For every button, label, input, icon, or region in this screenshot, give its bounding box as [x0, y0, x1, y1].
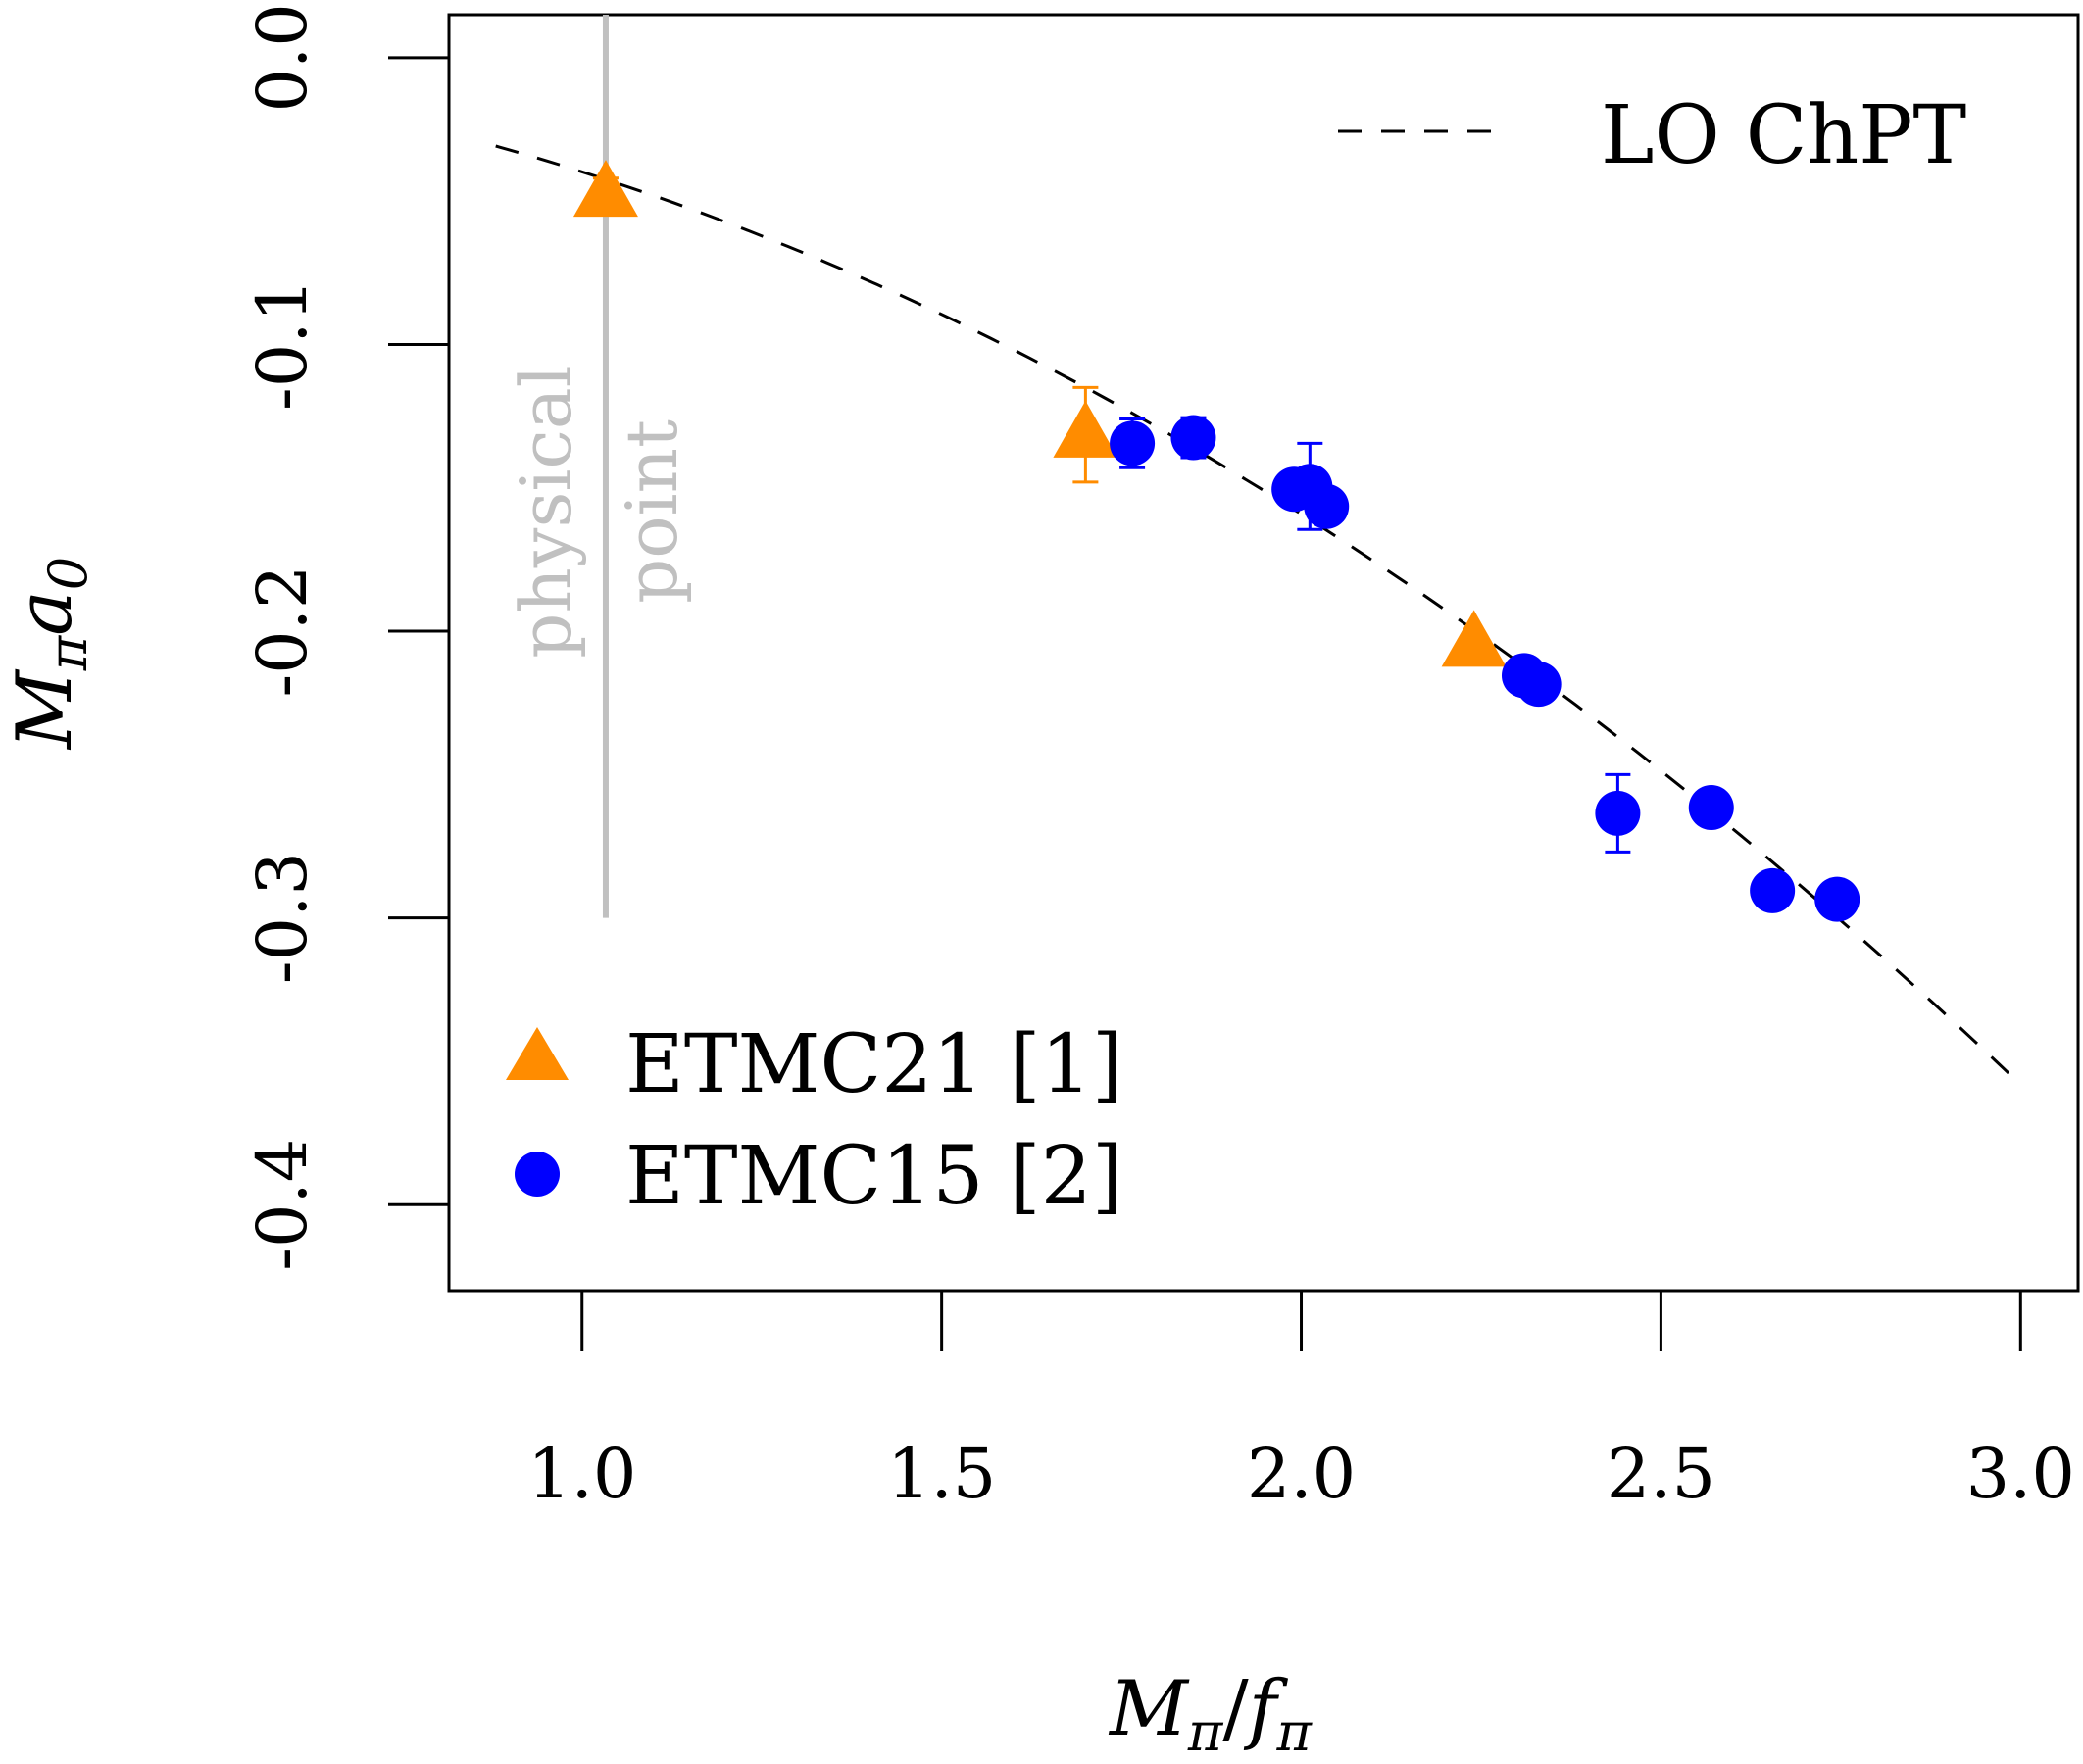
plot-frame	[447, 13, 2080, 1293]
data-point-triangle	[1441, 610, 1507, 667]
data-point-circle	[1515, 662, 1562, 708]
data-point-circle	[1814, 876, 1860, 922]
legend-label-etmc21: ETMC21 [1]	[625, 1018, 1123, 1111]
legend-bottom-left: ETMC21 [1] ETMC15 [2]	[506, 1018, 1123, 1223]
y-tick-label: -0.3	[242, 852, 322, 984]
lo-chpt-curve	[495, 144, 2022, 1086]
x-axis: 1.0 1.5 2.0 2.5 3.0	[527, 1291, 2075, 1514]
y-tick-label: -0.4	[242, 1139, 322, 1271]
data-point-triangle	[572, 160, 638, 218]
x-axis-title: Mπ/fπ	[1108, 1665, 1314, 1763]
legend-circle-symbol	[515, 1152, 560, 1197]
legend-triangle-symbol	[506, 1027, 569, 1080]
legend-label-lo-chpt: LO ChPT	[1601, 89, 1966, 182]
physical-point-label-line1: physical	[505, 365, 587, 658]
legend-label-etmc15: ETMC15 [2]	[625, 1130, 1123, 1223]
data-point-circle	[1170, 415, 1216, 461]
x-tick-label: 2.5	[1607, 1434, 1715, 1514]
y-tick-label: -0.2	[242, 565, 322, 698]
x-tick-label: 2.0	[1247, 1434, 1356, 1514]
data-point-circle	[1304, 483, 1350, 529]
x-tick-label: 3.0	[1966, 1434, 2075, 1514]
y-axis-title: Mπa0	[1, 557, 99, 751]
series-etmc21-1	[572, 160, 1507, 667]
data-point-circle	[1595, 790, 1641, 836]
y-tick-label: -0.1	[242, 278, 322, 411]
legend-top-right: LO ChPT	[1338, 89, 1966, 182]
data-point-circle	[1750, 867, 1796, 913]
physical-point-label-line2: point	[611, 419, 693, 604]
data-point-triangle	[1053, 400, 1118, 458]
y-axis: 0.0 -0.1 -0.2 -0.3 -0.4	[242, 3, 449, 1271]
x-tick-label: 1.5	[887, 1434, 996, 1514]
series-etmc15-2	[1110, 415, 1860, 922]
y-tick-label: 0.0	[242, 3, 322, 112]
x-tick-label: 1.0	[527, 1434, 636, 1514]
data-point-circle	[1110, 420, 1156, 466]
data-point-circle	[1688, 784, 1734, 830]
